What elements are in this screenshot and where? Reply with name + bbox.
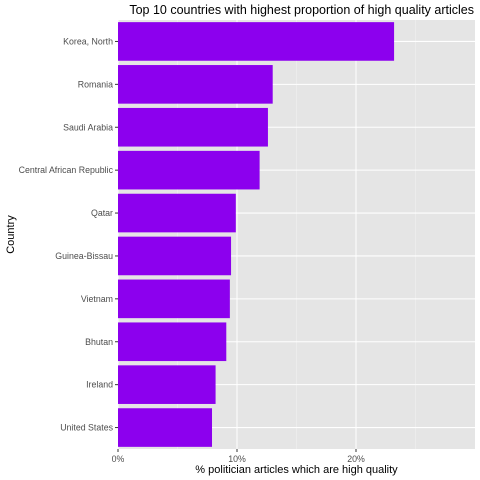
bar bbox=[118, 65, 273, 104]
x-tick-label: 10% bbox=[228, 454, 246, 464]
y-tick-label: Korea, North bbox=[63, 36, 113, 46]
y-tick-label: Romania bbox=[78, 79, 113, 89]
bar bbox=[118, 193, 236, 233]
y-tick-label: Guinea-Bissau bbox=[55, 251, 113, 261]
x-tick-label: 20% bbox=[347, 454, 365, 464]
x-axis-ticks: 0% 10% 20% bbox=[112, 449, 365, 464]
y-axis-ticks: Korea, North Romania Saudi Arabia Central A… bbox=[19, 36, 118, 433]
bar bbox=[118, 408, 213, 447]
bar bbox=[118, 236, 232, 276]
bar bbox=[118, 22, 395, 61]
x-axis-title: % politician articles which are high qua… bbox=[195, 464, 398, 476]
bars bbox=[118, 22, 395, 447]
bar bbox=[118, 107, 268, 147]
y-axis-title: Country bbox=[5, 215, 17, 254]
y-tick-label: Bhutan bbox=[85, 337, 113, 347]
bar bbox=[118, 365, 216, 404]
chart-title: Top 10 countries with highest proportion… bbox=[129, 3, 474, 17]
y-tick-label: Vietnam bbox=[81, 294, 113, 304]
x-tick-label: 0% bbox=[112, 454, 125, 464]
y-tick-label: Qatar bbox=[91, 208, 113, 218]
bar bbox=[118, 150, 260, 190]
y-tick-label: Saudi Arabia bbox=[63, 122, 113, 132]
bar bbox=[118, 279, 230, 319]
y-tick-label: Central African Republic bbox=[19, 165, 114, 175]
y-tick-label: Ireland bbox=[86, 380, 113, 390]
bar bbox=[118, 322, 227, 362]
y-tick-label: United States bbox=[60, 423, 113, 433]
